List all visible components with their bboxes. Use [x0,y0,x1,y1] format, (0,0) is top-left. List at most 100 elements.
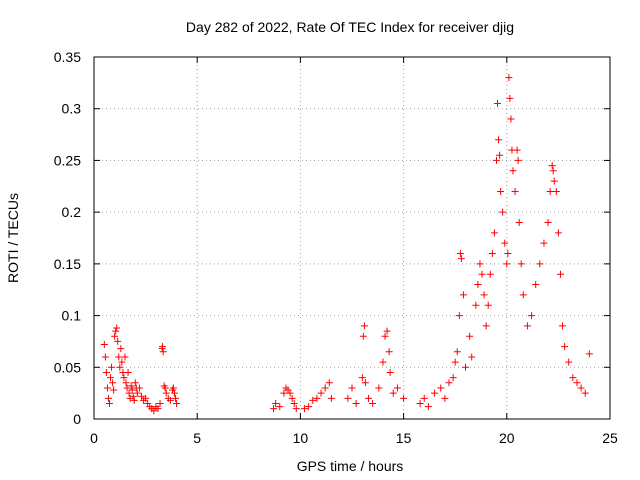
y-tick-label: 0.05 [54,359,81,375]
data-point [400,394,408,402]
data-point [272,399,280,407]
data-point [313,394,321,402]
data-point [327,394,335,402]
data-point [459,291,467,299]
data-point [288,394,296,402]
data-point [102,368,110,376]
data-point [156,399,164,407]
data-point [519,291,527,299]
data-point [381,332,389,340]
data-point [455,312,463,320]
data-point [325,379,333,387]
data-point [166,396,174,404]
data-point [503,260,511,268]
data-point [528,312,536,320]
data-point [449,374,457,382]
y-tick-label: 0 [73,411,81,427]
data-point [453,348,461,356]
y-tick-label: 0.3 [62,101,82,117]
data-point [456,250,464,258]
data-point [506,94,514,102]
data-point [445,379,453,387]
data-point [154,405,162,413]
data-point [162,389,170,397]
data-point [561,343,569,351]
data-point [344,394,352,402]
data-point [169,384,177,392]
y-tick-label: 0.35 [54,49,81,65]
data-point [361,379,369,387]
data-point [286,389,294,397]
data-point [484,301,492,309]
data-point [540,239,548,247]
y-tick-label: 0.1 [62,308,82,324]
data-point [290,399,298,407]
x-tick-label: 10 [293,430,309,446]
data-point [135,384,143,392]
y-tick-label: 0.25 [54,152,81,168]
data-point [122,379,130,387]
data-point [110,386,118,394]
data-point [369,399,377,407]
data-point [569,374,577,382]
data-point [270,405,278,413]
data-point [488,250,496,258]
data-point [104,394,112,402]
data-point [321,384,329,392]
x-tick-label: 25 [602,430,618,446]
data-point [474,281,482,289]
data-point [301,405,309,413]
data-point [550,177,558,185]
data-point [383,327,391,335]
data-point [309,396,317,404]
data-point [133,389,141,397]
data-point [451,358,459,366]
data-point [517,260,525,268]
data-point [577,384,585,392]
data-point [173,399,181,407]
x-tick-label: 0 [90,430,98,446]
x-tick-label: 5 [193,430,201,446]
data-point [546,187,554,195]
data-point [505,74,513,82]
data-point [379,358,387,366]
data-point [494,100,502,108]
data-point [573,379,581,387]
data-point [352,399,360,407]
data-point [581,389,589,397]
data-point [509,167,517,175]
data-point [536,260,544,268]
data-point [385,348,393,356]
data-point [105,399,113,407]
data-point [115,353,123,361]
data-point [552,187,560,195]
plot-frame [93,56,611,420]
data-point [548,162,556,170]
x-tick-label: 15 [396,430,412,446]
data-point [507,115,515,123]
data-point [497,187,505,195]
data-point [511,187,519,195]
data-point [172,394,180,402]
data-point [112,327,120,335]
data-point [501,239,509,247]
data-point [495,136,503,144]
data-point [496,151,504,159]
data-point [125,389,133,397]
y-axis-label: ROTI / TECUs [5,193,21,283]
data-point [482,322,490,330]
data-point [457,255,465,263]
data-point [515,218,523,226]
data-point [127,382,135,390]
data-point [468,353,476,361]
data-point [523,322,531,330]
data-point [513,146,521,154]
data-point [118,358,126,366]
y-tick-label: 0.2 [62,204,82,220]
x-tick-label: 20 [499,430,515,446]
data-point [386,368,394,376]
data-point [358,374,366,382]
data-point [480,291,488,299]
data-point [462,363,470,371]
